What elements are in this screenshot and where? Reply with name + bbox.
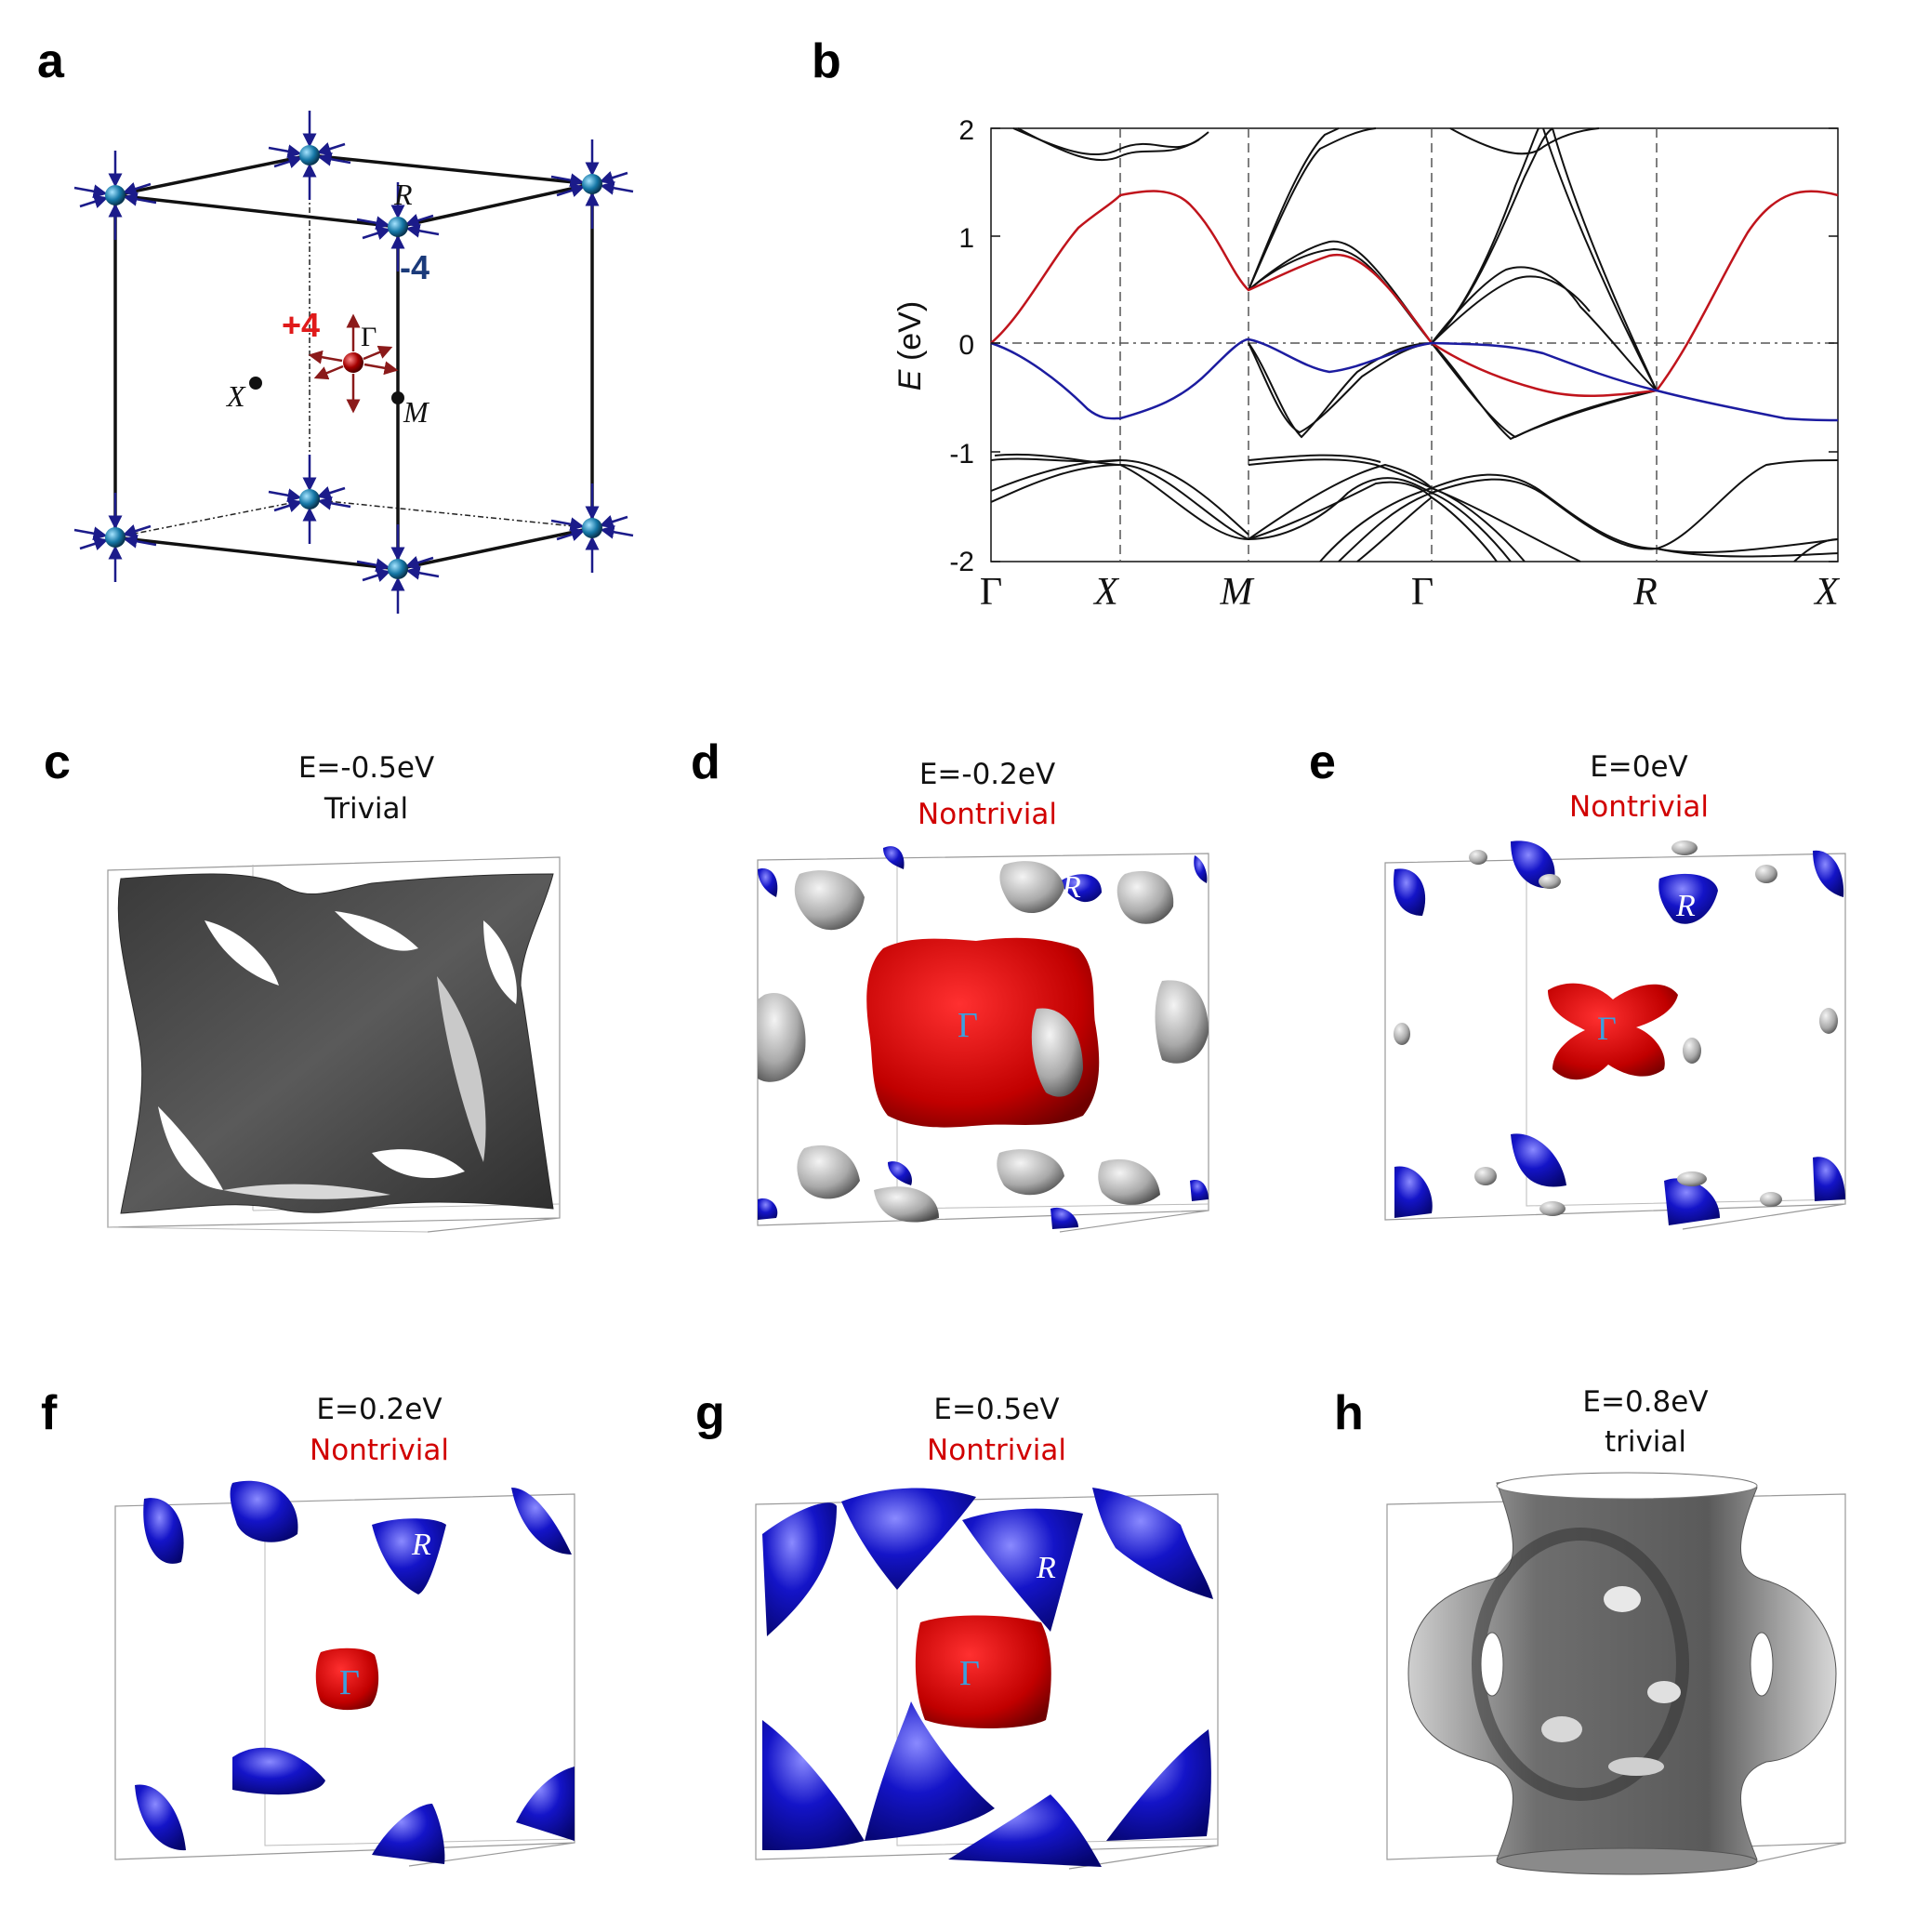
panel-b-band-structure: 2 1 0 -1 -2 E (eV) Γ X M Γ R X	[892, 115, 1841, 614]
plot-frame	[990, 127, 1839, 562]
y-axis-label: E (eV)	[892, 301, 928, 390]
ytick-label: 1	[958, 223, 974, 254]
y-axis-label-unit: (eV)	[892, 301, 928, 370]
caption-energy-e: E=0eV	[1590, 750, 1688, 784]
label-minus4: -4	[400, 248, 429, 286]
kpoint-label: Γ	[980, 571, 1002, 614]
red-gamma-pocket	[915, 1615, 1051, 1728]
kpoint-label: R	[1632, 571, 1658, 614]
panel-e-fermi-surface: Γ R	[1384, 840, 1846, 1230]
panel-letter-a: a	[37, 34, 64, 88]
label-R: R	[393, 178, 413, 211]
red-gamma-pocket	[315, 1647, 379, 1711]
caption-type-g: Nontrivial	[927, 1434, 1066, 1467]
label-gamma-e: Γ	[1597, 1010, 1617, 1047]
panel-h-fermi-surface	[1386, 1472, 1846, 1875]
x-point-dot	[249, 377, 262, 390]
label-gamma-g: Γ	[959, 1654, 980, 1693]
panel-letter-h: h	[1334, 1386, 1364, 1440]
caption-energy-c: E=-0.5eV	[297, 751, 435, 785]
label-R-d: R	[1061, 870, 1081, 905]
kpoint-label: M	[1220, 571, 1255, 614]
panel-letter-f: f	[41, 1386, 58, 1440]
kpoint-label: Γ	[1411, 571, 1434, 614]
panel-d-fermi-surface: Γ R	[757, 846, 1209, 1233]
ytick-label: 0	[958, 330, 974, 361]
panel-letter-c: c	[44, 735, 71, 789]
caption-energy-d: E=-0.2eV	[918, 758, 1056, 791]
caption-energy-g: E=0.5eV	[933, 1393, 1060, 1426]
kpoint-label: X	[1092, 571, 1120, 614]
caption-type-f: Nontrivial	[310, 1434, 449, 1467]
label-R-e: R	[1675, 889, 1696, 923]
ytick-label: 2	[958, 115, 974, 146]
caption-type-d: Nontrivial	[918, 798, 1057, 831]
panel-letter-d: d	[691, 735, 720, 789]
panel-letter-g: g	[695, 1386, 725, 1440]
gamma-point-node	[308, 313, 399, 414]
kpoint-label: X	[1813, 571, 1841, 614]
other-bands	[990, 127, 1839, 562]
ytick-label: -1	[949, 439, 974, 470]
panel-letter-e: e	[1309, 735, 1336, 789]
y-axis-label-italic: E	[892, 369, 928, 390]
panel-g-fermi-surface: Γ R	[755, 1488, 1219, 1870]
panel-f-fermi-surface: Γ R	[114, 1480, 575, 1867]
red-band-line	[990, 190, 1839, 398]
r-point-nodes	[73, 111, 634, 614]
panel-c-fermi-surface	[107, 856, 561, 1233]
panel-letter-b: b	[812, 34, 841, 88]
caption-energy-h: E=0.8eV	[1582, 1385, 1709, 1419]
caption-energy-f: E=0.2eV	[316, 1393, 443, 1426]
blue-band-line	[990, 337, 1839, 422]
grey-surface	[117, 873, 554, 1214]
caption-type-c: Trivial	[324, 792, 409, 826]
label-X: X	[225, 379, 246, 413]
red-gamma-pocket	[1548, 983, 1678, 1080]
panel-a-brillouin-zone: R -4 +4 Γ M X	[73, 111, 634, 614]
caption-type-e: Nontrivial	[1569, 790, 1709, 824]
label-M: M	[403, 395, 430, 429]
label-R-g: R	[1036, 1551, 1056, 1585]
ytick-label: -2	[949, 547, 974, 577]
label-gamma: Γ	[361, 322, 377, 352]
label-plus4: +4	[282, 306, 320, 344]
label-gamma-f: Γ	[339, 1663, 360, 1702]
caption-type-h: trivial	[1604, 1425, 1687, 1459]
label-R-f: R	[411, 1528, 431, 1562]
label-gamma-d: Γ	[958, 1006, 978, 1045]
m-point-dot	[391, 391, 404, 404]
